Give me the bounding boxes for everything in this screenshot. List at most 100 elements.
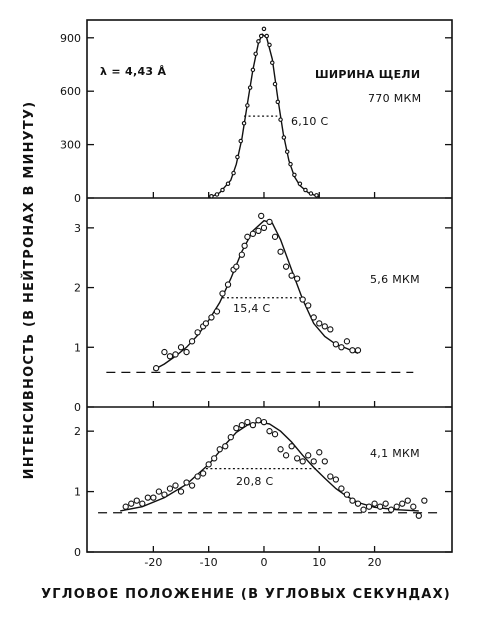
data-point	[303, 187, 308, 193]
data-point	[332, 341, 340, 348]
data-point	[349, 497, 356, 504]
data-point	[249, 421, 257, 429]
data-point	[282, 452, 290, 459]
panel-2: 0 1 2 3 15,4 С 5,6 МКМ	[74, 212, 452, 414]
data-point	[288, 161, 293, 167]
y-tick-label: 900	[60, 32, 81, 45]
data-point	[188, 338, 196, 345]
data-point	[284, 149, 290, 154]
data-point	[338, 485, 345, 492]
data-point	[314, 193, 319, 198]
data-point	[404, 497, 411, 504]
plot-frame	[86, 19, 453, 553]
data-point	[310, 458, 317, 465]
data-point	[260, 418, 268, 426]
data-point	[155, 488, 163, 495]
data-point	[332, 476, 340, 483]
data-point	[241, 120, 247, 126]
y-tick-label: 1	[74, 486, 81, 499]
data-point	[255, 417, 262, 424]
data-point	[214, 192, 220, 197]
data-point	[343, 338, 351, 345]
data-point	[231, 170, 236, 176]
y-tick-label: 2	[74, 282, 81, 295]
data-point	[216, 446, 223, 453]
data-point	[199, 470, 207, 477]
data-point	[222, 443, 229, 450]
data-point	[227, 434, 234, 441]
data-point	[172, 482, 179, 489]
data-point	[122, 503, 129, 510]
data-point	[139, 500, 146, 507]
annotation: 4,1 МКМ	[370, 447, 420, 460]
data-point	[393, 503, 400, 510]
data-point	[260, 224, 268, 232]
panel-3: 0 1 2 20,8 С 4,1 МКМ	[74, 417, 452, 559]
data-point	[267, 42, 272, 48]
data-point	[161, 491, 168, 498]
data-point	[415, 512, 422, 519]
data-point	[244, 418, 251, 426]
data-point	[202, 320, 210, 327]
data-point	[144, 494, 151, 501]
data-point	[152, 365, 160, 372]
data-point	[150, 494, 157, 501]
data-point	[258, 33, 264, 39]
data-point	[194, 329, 201, 336]
data-point	[271, 431, 279, 438]
data-point	[253, 51, 258, 57]
data-point	[256, 39, 261, 44]
data-point	[421, 497, 428, 504]
data-point	[245, 103, 250, 108]
data-point	[371, 500, 378, 507]
width-label: 6,10 С	[291, 115, 328, 128]
y-axis-label: ИНТЕНСИВНОСТЬ (В НЕЙТРОНАХ В МИНУТУ)	[21, 101, 37, 480]
data-point	[244, 233, 251, 240]
x-tick-label: 10	[312, 556, 326, 569]
data-point	[294, 275, 301, 282]
data-point	[388, 506, 395, 513]
data-point	[376, 503, 384, 510]
data-point	[354, 347, 362, 354]
data-point	[183, 348, 190, 356]
data-point	[288, 272, 295, 279]
data-point	[224, 281, 232, 288]
data-point	[281, 135, 287, 140]
y-tick-label: 0	[74, 192, 81, 205]
y-tick-label: 1	[74, 341, 81, 354]
width-label: 20,8 С	[236, 475, 273, 488]
data-point	[177, 488, 185, 495]
data-point	[338, 344, 345, 351]
data-point	[238, 421, 245, 429]
data-point	[305, 452, 312, 459]
data-point	[177, 344, 185, 351]
panel-1: 0 300 600 900 6,10 С λ = 4,43 Å ШИРИНА ЩЕЛИ 770…	[60, 26, 452, 205]
data-point	[327, 473, 334, 480]
data-point	[211, 455, 218, 462]
data-point	[219, 290, 226, 297]
data-point	[233, 424, 240, 432]
data-point	[258, 212, 265, 220]
data-point	[292, 172, 297, 178]
data-point	[275, 99, 281, 105]
data-point	[261, 26, 267, 32]
x-axis: -20 -10 0 10 20	[144, 556, 381, 569]
data-point	[208, 314, 215, 321]
width-label: 15,4 С	[233, 302, 270, 315]
data-point	[360, 506, 367, 513]
data-point	[321, 323, 328, 330]
y-tick-label: 2	[74, 425, 81, 438]
data-point	[282, 263, 290, 270]
y-tick-label: 600	[60, 85, 81, 98]
data-point	[188, 482, 196, 489]
data-point	[249, 230, 257, 237]
data-point	[205, 461, 212, 468]
data-point	[238, 138, 243, 144]
data-point	[299, 458, 306, 465]
y-tick-label: 300	[60, 139, 81, 152]
data-point	[172, 351, 179, 358]
annotation: 770 МКМ	[368, 92, 421, 105]
data-point	[410, 503, 417, 510]
data-point	[220, 187, 225, 193]
